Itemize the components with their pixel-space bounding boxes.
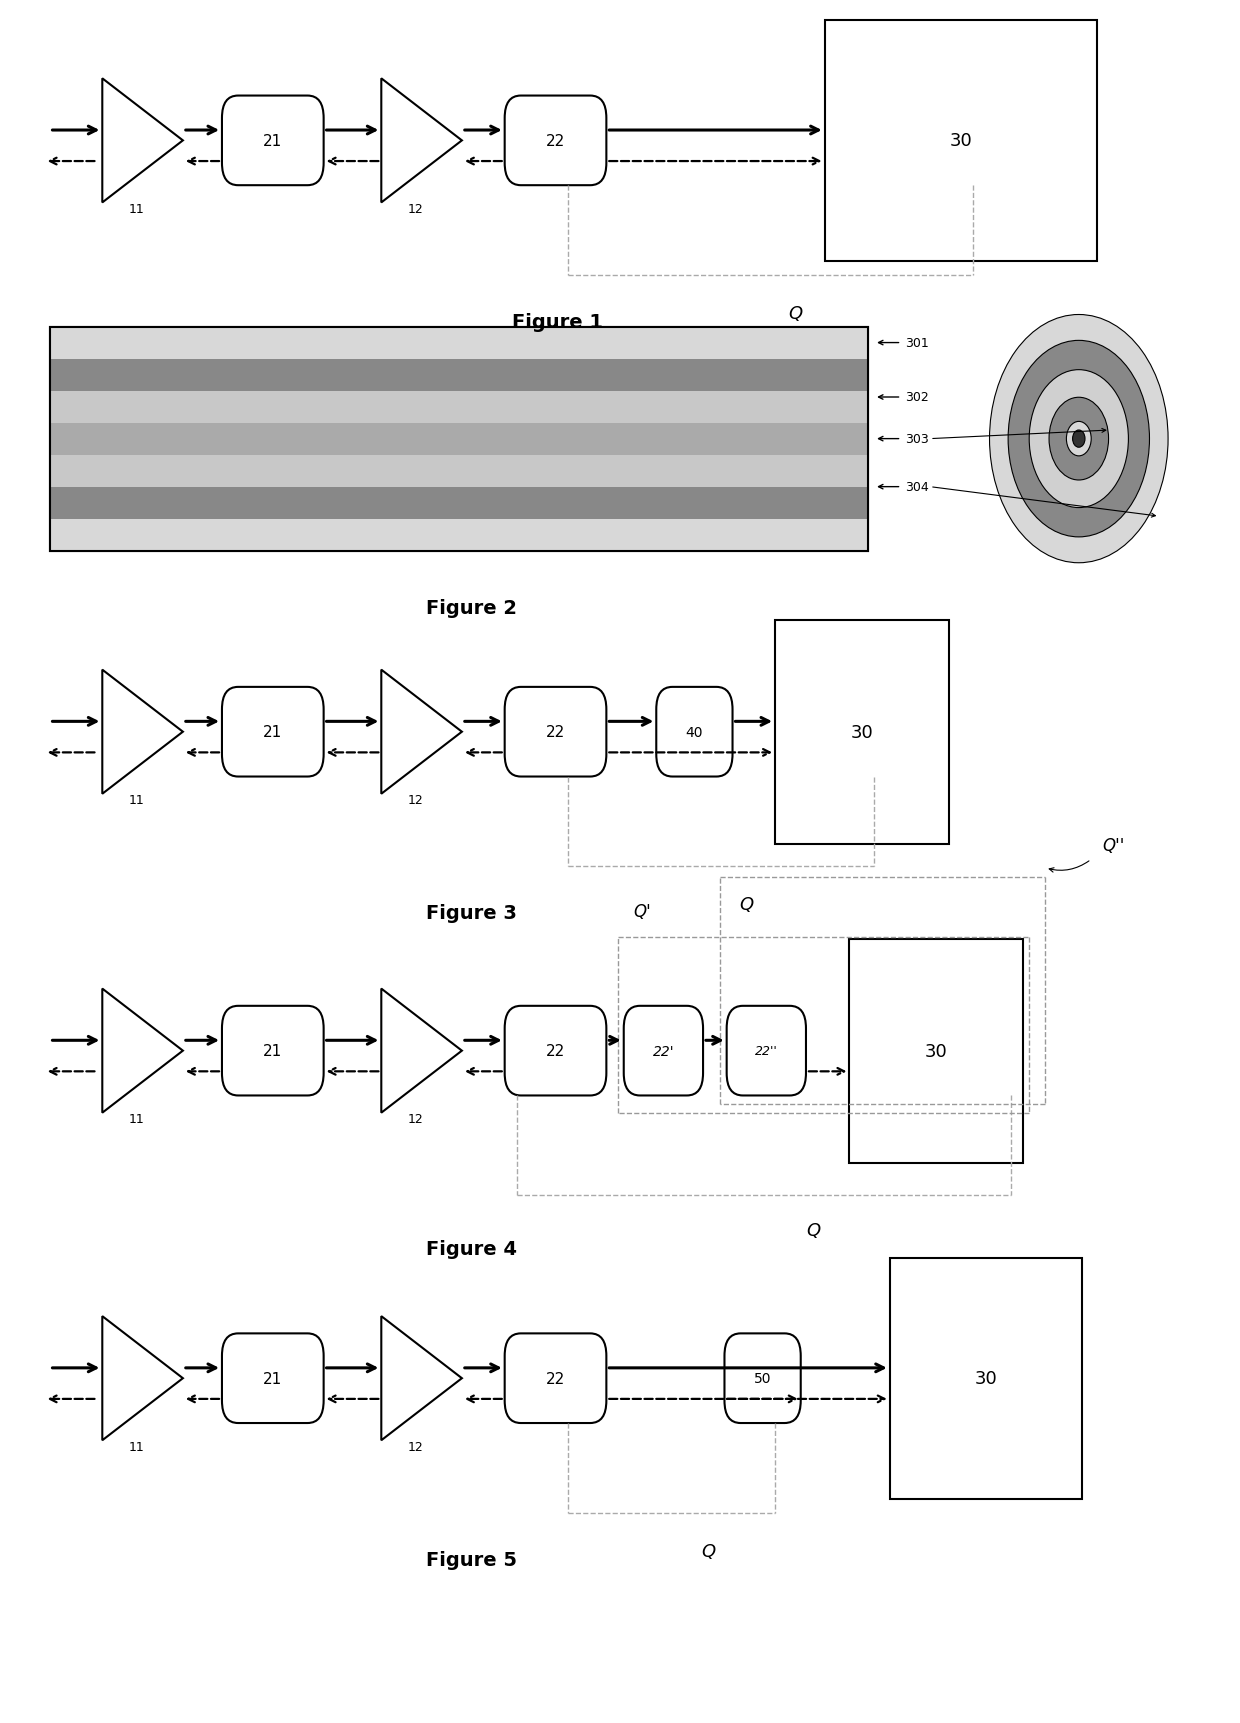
Text: 12: 12 [408,203,423,215]
Text: Q'': Q'' [1102,837,1125,855]
Bar [50,327,868,551]
Circle shape [1066,422,1091,457]
FancyBboxPatch shape [505,96,606,186]
Text: 22'': 22'' [755,1044,777,1058]
Polygon shape [102,670,184,794]
FancyBboxPatch shape [222,1006,324,1096]
Text: 22: 22 [546,725,565,739]
Polygon shape [382,989,463,1113]
Text: 11: 11 [129,203,144,215]
Bar [50,455,868,488]
FancyBboxPatch shape [505,687,606,777]
Text: Figure 3: Figure 3 [425,903,517,924]
Bar [50,360,868,391]
Bar [50,391,868,424]
Bar [50,327,868,360]
Circle shape [1029,370,1128,508]
FancyBboxPatch shape [624,1006,703,1096]
Text: 22: 22 [546,1372,565,1385]
Text: Figure 5: Figure 5 [425,1549,517,1570]
Text: 30: 30 [975,1370,997,1387]
Bar [825,21,1097,262]
Text: 21: 21 [263,134,283,148]
Polygon shape [382,670,463,794]
Text: 22: 22 [546,134,565,148]
Polygon shape [382,1316,463,1440]
Bar [50,488,868,519]
Circle shape [1049,398,1109,481]
FancyBboxPatch shape [505,1334,606,1423]
Circle shape [990,315,1168,563]
Text: Q: Q [806,1222,821,1239]
Text: 50: 50 [754,1372,771,1385]
Text: 11: 11 [129,1440,144,1452]
Bar [849,939,1023,1163]
Text: 30: 30 [925,1042,947,1060]
FancyBboxPatch shape [505,1006,606,1096]
Text: 21: 21 [263,725,283,739]
Text: 304: 304 [905,481,929,495]
Text: 301: 301 [905,338,929,350]
Text: Figure 4: Figure 4 [425,1239,517,1260]
Text: Q: Q [789,305,802,322]
Text: 12: 12 [408,1113,423,1125]
Text: Figure 1: Figure 1 [512,312,604,333]
Bar [775,620,949,844]
Text: 22: 22 [546,1044,565,1058]
Text: 12: 12 [408,794,423,806]
FancyBboxPatch shape [222,687,324,777]
Text: 30: 30 [851,724,873,741]
FancyBboxPatch shape [724,1334,801,1423]
Text: 21: 21 [263,1372,283,1385]
Bar [890,1258,1081,1499]
Text: 40: 40 [686,725,703,739]
Text: Q: Q [702,1542,715,1559]
Text: 303: 303 [905,432,929,446]
Polygon shape [382,79,463,203]
Text: 11: 11 [129,1113,144,1125]
Bar [50,519,868,551]
Text: 22': 22' [652,1044,675,1058]
Polygon shape [102,989,184,1113]
Text: 302: 302 [905,391,929,405]
Circle shape [1073,431,1085,448]
Text: 12: 12 [408,1440,423,1452]
Text: Q: Q [739,896,753,913]
FancyBboxPatch shape [656,687,733,777]
FancyBboxPatch shape [222,1334,324,1423]
Text: 11: 11 [129,794,144,806]
Text: Figure 2: Figure 2 [425,598,517,619]
Text: 30: 30 [950,133,972,150]
Bar [50,327,868,551]
Text: 21: 21 [263,1044,283,1058]
FancyBboxPatch shape [222,96,324,186]
Circle shape [1008,341,1149,538]
Polygon shape [102,79,184,203]
Polygon shape [102,1316,184,1440]
FancyBboxPatch shape [727,1006,806,1096]
Text: Q': Q' [634,903,651,920]
Bar [50,424,868,455]
